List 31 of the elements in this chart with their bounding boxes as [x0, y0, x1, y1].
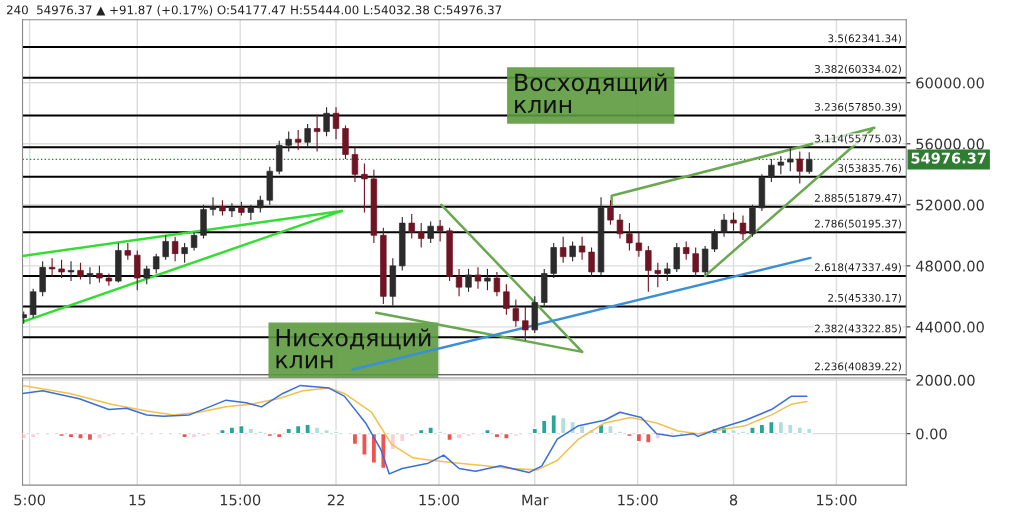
y-tick-label: 56000.00 [916, 138, 984, 150]
x-tick-label: Mar [522, 494, 549, 506]
x-tick-label: 22 [327, 494, 344, 506]
annotation: Восходящий клин [515, 73, 667, 113]
y-tick-label: 48000.00 [915, 260, 984, 272]
x-tick-label: 8 [729, 494, 738, 506]
ref-line-label: 3.382(60334.02) [814, 64, 901, 75]
x-tick-label: 15:00 [220, 494, 261, 506]
ref-line-label: 2.382(43322.85) [814, 324, 901, 334]
x-tick-label: 15:00 [419, 494, 459, 506]
y-tick-label: 2000.00 [916, 374, 975, 386]
y-tick-label: 0.00 [916, 428, 947, 440]
y-tick-label: 60000.00 [916, 77, 984, 89]
ref-line-label: 2.885(51879.47) [814, 193, 901, 204]
text: 240 54976.37 ▲ +91.87 (+0.17%) O:54177.47 H:55444.00 L:54032.38 C:54976.37 [7, 5, 502, 16]
ref-line-label: 2.5(45330.17) [828, 293, 901, 303]
ref-line-label: 3.114(55775.03) [814, 134, 901, 144]
ref-line-label: 3.5(62341.34) [828, 34, 901, 44]
y-tick-label: 44000.00 [915, 321, 984, 333]
y-tick-label: 52000.00 [916, 199, 984, 211]
annotation: Нисходящий клин [276, 328, 431, 369]
x-tick-label: 15 [129, 494, 146, 506]
ref-line-label: 2.236(40839.22) [814, 362, 901, 372]
ref-line-label: 54976.37 [911, 152, 986, 164]
ref-line-label: 2.618(47337.49) [814, 263, 901, 273]
x-tick-label: 15:00 [618, 494, 658, 506]
x-tick-label: 15:00 [817, 494, 857, 506]
x-tick-label: 5:00 [14, 494, 46, 506]
ref-line-label: 3.236(57850.39) [814, 102, 901, 112]
ref-line-label: 3(53835.76) [838, 163, 901, 174]
ref-line-label: 2.786(50195.37) [814, 219, 901, 229]
